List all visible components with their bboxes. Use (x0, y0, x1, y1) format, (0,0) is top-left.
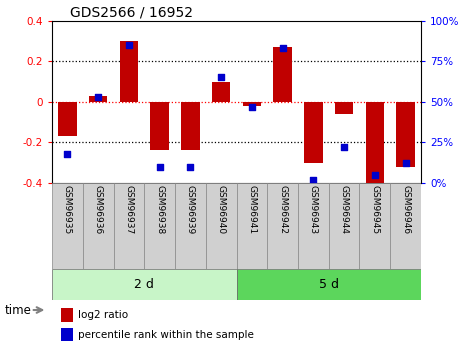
Bar (267, 183, 298, 269)
Bar (58, 102, 77, 136)
Bar (61, 308, 73, 322)
Text: GSM96943: GSM96943 (309, 186, 318, 235)
Point (94, 94, 102, 100)
Text: GSM96937: GSM96937 (124, 186, 133, 235)
Text: GSM96940: GSM96940 (217, 186, 226, 235)
Text: GSM96939: GSM96939 (186, 186, 195, 235)
Point (156, 164, 164, 169)
Bar (52, 269, 236, 300)
Point (402, 161, 410, 166)
Bar (206, 183, 236, 269)
Point (217, 75, 225, 80)
Bar (181, 102, 200, 150)
Bar (298, 183, 329, 269)
Bar (366, 102, 384, 185)
Bar (236, 183, 267, 269)
Point (371, 172, 378, 177)
Bar (83, 183, 114, 269)
Bar (89, 96, 107, 102)
Point (248, 104, 255, 109)
Text: GSM96945: GSM96945 (370, 186, 379, 235)
Bar (236, 269, 421, 300)
Bar (396, 102, 415, 167)
Text: GSM96935: GSM96935 (63, 186, 72, 235)
Bar (359, 183, 390, 269)
Bar (273, 47, 292, 102)
Bar (120, 41, 138, 102)
Bar (175, 183, 206, 269)
Point (310, 177, 317, 183)
Text: GSM96936: GSM96936 (94, 186, 103, 235)
Bar (304, 102, 323, 162)
Bar (212, 81, 230, 102)
Text: GDS2566 / 16952: GDS2566 / 16952 (70, 6, 193, 20)
Text: GSM96944: GSM96944 (340, 186, 349, 235)
Text: log2 ratio: log2 ratio (78, 310, 128, 320)
Point (125, 42, 132, 48)
Text: GSM96938: GSM96938 (155, 186, 164, 235)
Bar (390, 183, 421, 269)
Bar (150, 102, 169, 150)
Text: percentile rank within the sample: percentile rank within the sample (78, 330, 254, 340)
Text: time: time (5, 304, 32, 316)
Point (279, 46, 287, 51)
Point (186, 164, 194, 169)
Bar (243, 102, 261, 106)
Text: GSM96946: GSM96946 (401, 186, 410, 235)
Bar (52, 183, 83, 269)
Bar (114, 183, 144, 269)
Point (63, 151, 71, 156)
Bar (335, 102, 353, 114)
Bar (61, 328, 73, 342)
Text: 5 d: 5 d (319, 278, 339, 291)
Text: 2 d: 2 d (134, 278, 154, 291)
Text: GSM96942: GSM96942 (278, 186, 287, 235)
Bar (144, 183, 175, 269)
Point (341, 145, 348, 150)
Text: GSM96941: GSM96941 (247, 186, 256, 235)
Bar (329, 183, 359, 269)
